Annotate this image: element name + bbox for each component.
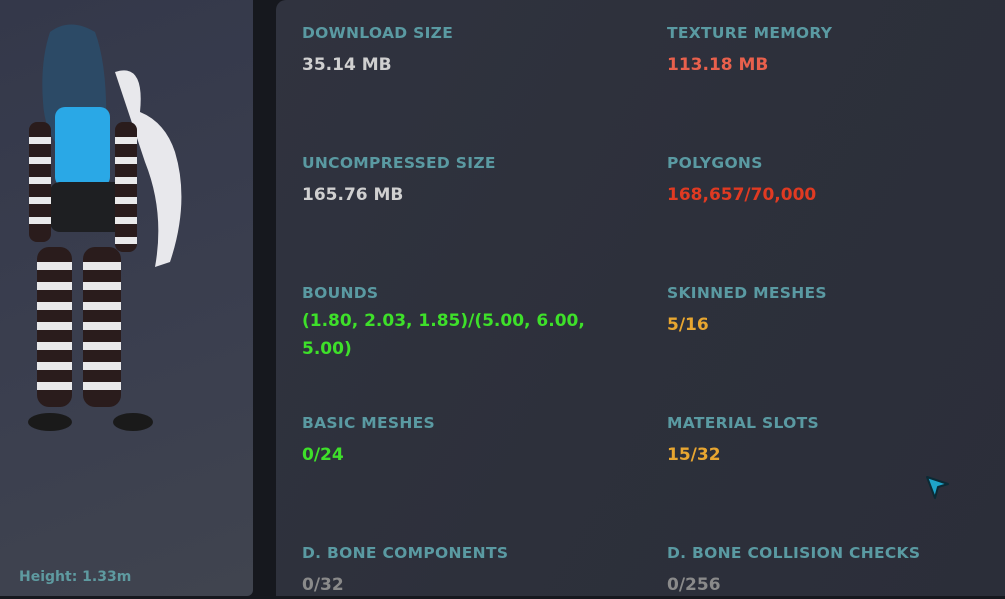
stat-label: MATERIAL SLOTS [667,414,819,432]
stat-polygons: POLYGONS 168,657/70,000 [667,153,1005,209]
stat-label: BOUNDS [302,284,379,302]
avatar-preview-panel: Height: 1.33m [0,0,253,596]
stat-basic-meshes: BASIC MESHES 0/24 [302,413,642,469]
stat-label: BASIC MESHES [302,414,436,432]
stat-download-size: DOWNLOAD SIZE 35.14 MB [302,23,642,79]
performance-stats-panel [276,0,1005,596]
stat-value: 0/24 [302,445,344,465]
stat-bounds: BOUNDS (1.80, 2.03, 1.85)/(5.00, 6.00, 5.… [302,283,622,363]
stat-label: SKINNED MESHES [667,284,827,302]
stat-uncompressed-size: UNCOMPRESSED SIZE 165.76 MB [302,153,642,209]
stat-value: 0/256 [667,575,721,595]
stat-value: 113.18 MB [667,55,769,75]
stat-value: 0/32 [302,575,344,595]
stat-value: 15/32 [667,445,721,465]
stat-value: (1.80, 2.03, 1.85)/(5.00, 6.00, 5.00) [302,311,585,359]
stat-label: D. BONE COLLISION CHECKS [667,544,921,562]
stat-value: 165.76 MB [302,185,404,205]
avatar-preview-image [28,24,182,431]
stat-label: TEXTURE MEMORY [667,24,833,42]
stat-skinned-meshes: SKINNED MESHES 5/16 [667,283,1005,339]
mouse-cursor-icon [926,476,949,499]
stat-label: D. BONE COMPONENTS [302,544,509,562]
stat-material-slots: MATERIAL SLOTS 15/32 [667,413,1005,469]
stat-value: 35.14 MB [302,55,392,75]
panel-divider [253,0,276,596]
stat-label: POLYGONS [667,154,763,172]
stat-value: 168,657/70,000 [667,185,817,205]
stat-label: UNCOMPRESSED SIZE [302,154,496,172]
stat-label: DOWNLOAD SIZE [302,24,454,42]
stat-d-bone-collision-checks: D. BONE COLLISION CHECKS 0/256 [667,543,1005,599]
stat-value: 5/16 [667,315,709,335]
stat-d-bone-components: D. BONE COMPONENTS 0/32 [302,543,642,599]
stat-texture-memory: TEXTURE MEMORY 113.18 MB [667,23,1005,79]
avatar-height-label: Height: 1.33m [19,569,132,585]
